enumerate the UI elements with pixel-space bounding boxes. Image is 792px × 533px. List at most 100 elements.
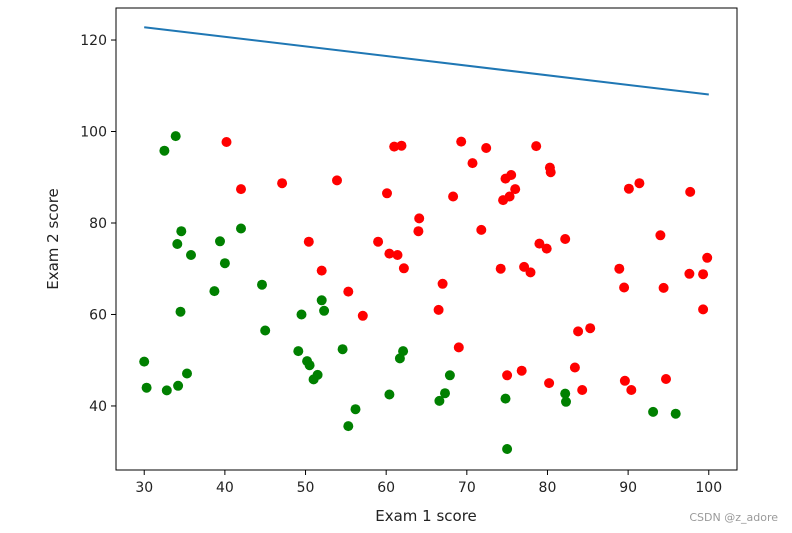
- scatter-point: [510, 184, 521, 195]
- scatter-point: [303, 236, 314, 247]
- scatter-point: [541, 243, 552, 254]
- scatter-point: [516, 365, 527, 376]
- x-tick-label: 80: [539, 480, 557, 496]
- scatter-point: [655, 230, 666, 241]
- scatter-point: [544, 378, 555, 389]
- y-tick-label: 60: [89, 307, 107, 323]
- scatter-point: [504, 191, 515, 202]
- scatter-point: [626, 385, 637, 395]
- y-tick-label: 120: [80, 33, 107, 49]
- x-tick-label: 100: [695, 480, 722, 496]
- scatter-point: [173, 380, 184, 391]
- scatter-point: [577, 385, 588, 395]
- scatter-point: [337, 344, 348, 355]
- scatter-point: [332, 175, 342, 186]
- scatter-point: [319, 305, 330, 316]
- x-tick-label: 30: [135, 480, 153, 496]
- x-tick-label: 70: [458, 480, 476, 496]
- scatter-point: [481, 143, 492, 153]
- scatter-point: [502, 370, 513, 381]
- scatter-point: [350, 404, 361, 415]
- scatter-point: [623, 183, 634, 194]
- x-tick-label: 90: [619, 480, 637, 496]
- scatter-point: [500, 393, 511, 404]
- scatter-point: [175, 306, 186, 317]
- scatter-point: [585, 323, 596, 334]
- scatter-point: [619, 282, 630, 293]
- scatter-point: [398, 346, 409, 357]
- scatter-point: [373, 236, 384, 247]
- scatter-point: [437, 278, 448, 289]
- scatter-point: [389, 141, 400, 152]
- x-tick-label: 60: [377, 480, 395, 496]
- scatter-point: [561, 396, 571, 407]
- scatter-point: [534, 238, 545, 249]
- scatter-point: [172, 239, 183, 249]
- scatter-point: [312, 369, 323, 380]
- plot-frame: [115, 7, 738, 471]
- scatter-point: [685, 186, 696, 197]
- scatter-point: [343, 286, 354, 297]
- scatter-point: [545, 167, 556, 178]
- scatter-point: [186, 250, 196, 260]
- x-axis-ticks: 30 40 50 60 70 80 90 100: [135, 470, 722, 496]
- scatter-point: [413, 226, 424, 237]
- scatter-point: [343, 421, 354, 432]
- scatter-point: [260, 325, 271, 336]
- scatter-point: [170, 131, 181, 142]
- scatter-point: [392, 250, 403, 260]
- scatter-point: [698, 269, 709, 280]
- y-tick-label: 40: [89, 399, 107, 415]
- scatter-point: [141, 382, 152, 393]
- scatter-point: [182, 368, 192, 379]
- y-axis-label: Exam 2 score: [44, 188, 62, 290]
- scatter-point: [453, 342, 464, 353]
- scatter-point: [414, 213, 425, 224]
- scatter-point: [495, 263, 506, 274]
- scatter-point: [634, 178, 645, 189]
- scatter-point: [316, 295, 327, 306]
- scatter-point: [304, 360, 315, 371]
- y-tick-label: 80: [89, 216, 107, 232]
- scatter-point: [684, 268, 695, 279]
- scatter-point: [209, 286, 220, 297]
- scatter-point: [257, 279, 267, 290]
- scatter-point: [384, 248, 395, 259]
- scatter-point: [440, 388, 450, 399]
- scatter-point: [531, 141, 542, 152]
- scatter-point: [357, 310, 368, 321]
- scatter-point: [396, 140, 407, 151]
- scatter-point: [661, 374, 671, 384]
- watermark: CSDN @z_adore: [689, 511, 778, 524]
- scatter-point: [221, 137, 232, 147]
- scatter-point: [619, 375, 630, 386]
- y-tick-label: 100: [80, 125, 107, 141]
- scatter-point: [159, 145, 170, 156]
- scatter-point: [456, 136, 467, 147]
- scatter-point: [525, 267, 536, 278]
- scatter-point: [296, 309, 307, 320]
- scatter-point: [502, 444, 513, 454]
- scatter-point: [433, 304, 444, 315]
- scatter-point: [398, 263, 409, 274]
- x-tick-label: 50: [297, 480, 315, 496]
- scatter-point: [219, 258, 230, 269]
- scatter-point: [293, 346, 304, 357]
- x-tick-label: 40: [216, 480, 234, 496]
- plot-marks: [139, 26, 713, 454]
- x-axis-label: Exam 1 score: [375, 507, 477, 525]
- scatter-point: [476, 224, 487, 235]
- scatter-point: [702, 252, 713, 263]
- scatter-point: [698, 304, 709, 315]
- scatter-point: [161, 385, 172, 396]
- scatter-point: [448, 191, 459, 202]
- scatter-point: [573, 326, 584, 337]
- y-axis-ticks: 40 60 80 100 120: [80, 33, 116, 415]
- scatter-point: [648, 406, 659, 417]
- scatter-point: [670, 408, 681, 419]
- decision-boundary-line: [144, 26, 709, 96]
- scatter-point: [316, 265, 327, 276]
- scatter-point: [434, 395, 445, 406]
- scatter-point: [176, 226, 187, 237]
- scatter-point: [614, 263, 625, 274]
